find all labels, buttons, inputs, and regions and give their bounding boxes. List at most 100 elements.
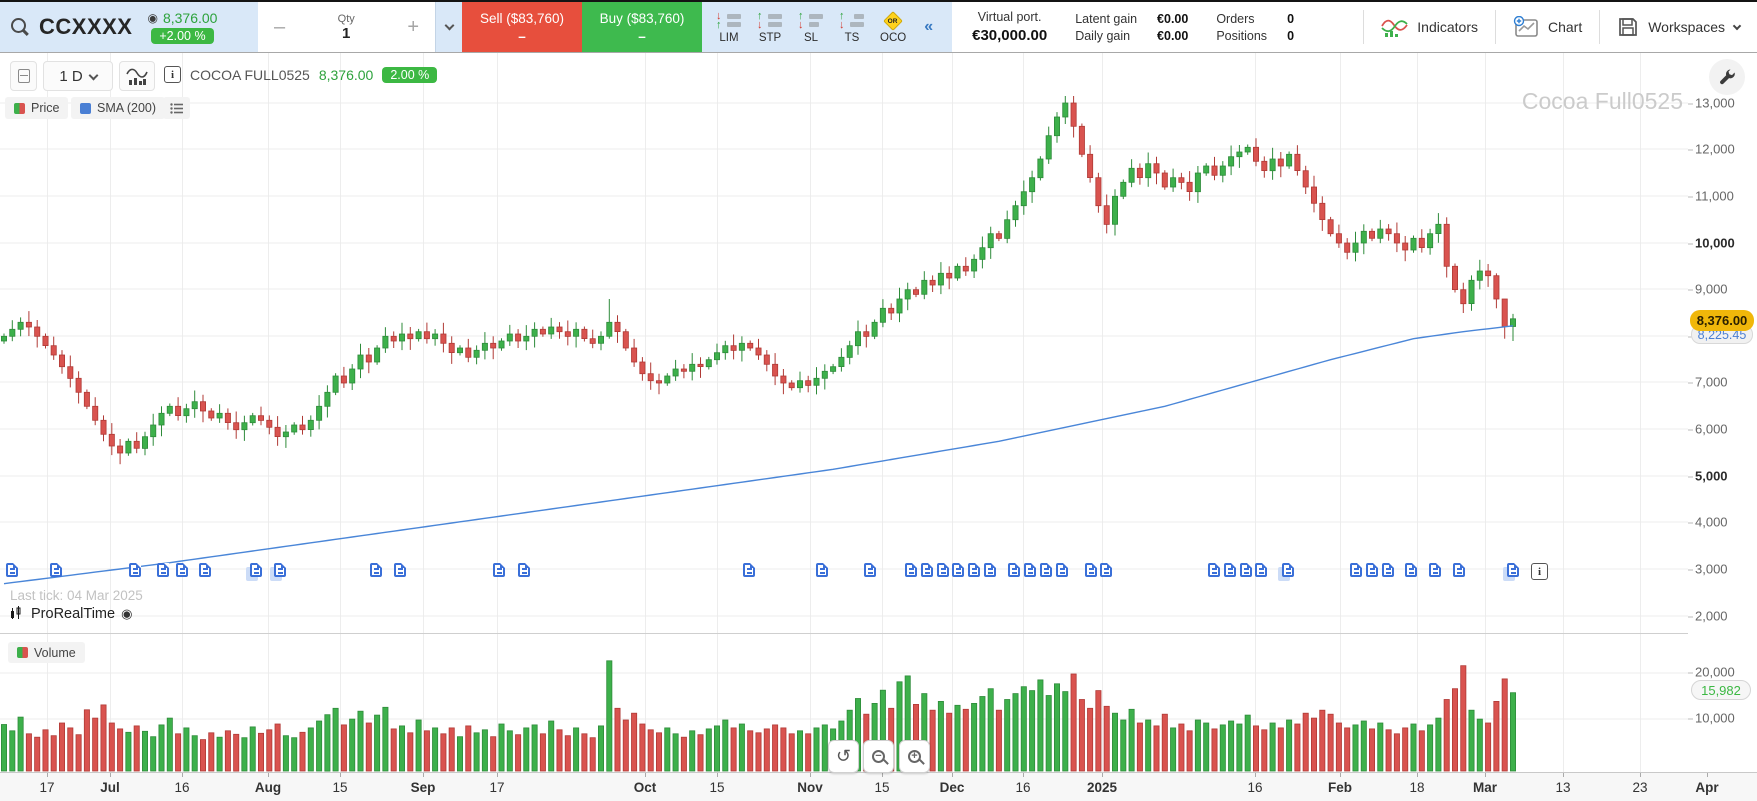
collapse-panel-icon[interactable]: « [924, 18, 934, 35]
news-icon[interactable] [1085, 563, 1097, 577]
x-axis-label: 18 [1409, 780, 1425, 795]
symbol-change-badge: +2.00 % [151, 28, 214, 44]
price-axis-label: 2,000 [1688, 608, 1728, 624]
news-info-icon[interactable]: i [1531, 563, 1548, 580]
price-axis-label: 10,000 [1688, 235, 1735, 251]
quantity-stepper: – Qty 1 + [258, 2, 435, 52]
chart-settings-button[interactable] [1709, 59, 1745, 95]
news-icon[interactable] [50, 563, 62, 577]
x-axis-label: Mar [1472, 780, 1498, 795]
price-axis-label: 7,000 [1688, 374, 1728, 390]
news-icon[interactable] [1405, 563, 1417, 577]
time-axis[interactable]: 17 Jul 16 Aug 15 Sep 17 Oct 15 Nov 15 Dec 16 2025 16 Fe… [0, 772, 1757, 801]
news-icon[interactable] [1040, 563, 1052, 577]
order-type-ts[interactable]: ↑ ↓ TS [839, 10, 865, 44]
news-icon[interactable] [905, 563, 917, 577]
sma-line [3, 325, 1514, 585]
news-icon[interactable] [157, 563, 169, 577]
x-axis-label: 16 [1015, 780, 1031, 795]
news-icon[interactable] [743, 563, 755, 577]
news-icon[interactable] [176, 563, 188, 577]
chart-type-button[interactable] [119, 61, 155, 91]
symbol-name[interactable]: CCXXXX [39, 14, 133, 39]
news-icon[interactable] [1453, 563, 1465, 577]
instrument-price: 8,376.00 [318, 66, 374, 83]
prorealtime-logo [11, 606, 21, 619]
qty-minus-button[interactable]: – [274, 15, 286, 38]
order-type-lim[interactable]: ↓ ↑ LIM [716, 10, 742, 44]
news-icon[interactable] [1224, 563, 1236, 577]
news-icon[interactable] [1100, 563, 1112, 577]
news-icon[interactable] [968, 563, 980, 577]
price-axis-label: 13,000 [1688, 95, 1735, 111]
news-icon[interactable] [1350, 563, 1362, 577]
news-icon[interactable] [921, 563, 933, 577]
volume-axis[interactable]: 20,000 10,000 [1688, 633, 1757, 772]
zoom-in-button[interactable]: + [899, 740, 930, 773]
volume-axis-label: 20,000 [1688, 664, 1735, 680]
reset-zoom-button[interactable]: ↺ [828, 740, 859, 773]
qty-plus-button[interactable]: + [407, 15, 419, 38]
positions-count: 0 [1287, 28, 1295, 43]
news-icon[interactable] [1056, 563, 1068, 577]
chart-icon [1513, 16, 1538, 37]
x-axis-label: 16 [1247, 780, 1263, 795]
daily-gain-label: Daily gain [1075, 28, 1131, 43]
news-icon[interactable] [864, 563, 876, 577]
news-icon[interactable] [1382, 563, 1394, 577]
news-icon[interactable] [1507, 563, 1519, 577]
news-icon[interactable] [1282, 563, 1294, 577]
news-icon[interactable] [6, 563, 18, 577]
screen-layout-button[interactable] [10, 61, 37, 91]
legend-list-button[interactable] [163, 97, 190, 119]
price-axis-label: 12,000 [1688, 141, 1735, 157]
news-icon[interactable] [1240, 563, 1252, 577]
legend-volume-chip[interactable]: Volume [8, 642, 85, 663]
news-icon[interactable] [370, 563, 382, 577]
news-icon[interactable] [1429, 563, 1441, 577]
news-icon[interactable] [518, 563, 530, 577]
info-icon[interactable]: i [164, 66, 181, 83]
qty-value[interactable]: 1 [342, 24, 351, 42]
instrument-search-block[interactable]: CCXXXX ◉ 8,376.00 +2.00 % [0, 2, 258, 52]
news-icon[interactable] [816, 563, 828, 577]
news-icon[interactable] [1024, 563, 1036, 577]
order-type-stp[interactable]: ↑ ↓ STP [757, 9, 782, 44]
news-icon[interactable] [937, 563, 949, 577]
news-icon[interactable] [1008, 563, 1020, 577]
volume-pane [0, 633, 1757, 772]
news-icon[interactable] [274, 563, 286, 577]
price-axis-label: 6,000 [1688, 421, 1728, 437]
oco-icon: OR [883, 10, 904, 31]
news-icon[interactable] [199, 563, 211, 577]
news-icon[interactable] [984, 563, 996, 577]
workspaces-button[interactable]: Workspaces [1600, 2, 1757, 52]
news-icon[interactable] [1208, 563, 1220, 577]
order-type-sl[interactable]: ↑ ↓ SL [798, 10, 824, 44]
x-axis-label: 17 [39, 780, 55, 795]
news-icon[interactable] [1255, 563, 1267, 577]
zoom-out-icon: − [872, 750, 885, 763]
news-icon[interactable] [1366, 563, 1378, 577]
buy-button[interactable]: Buy ($83,760) – [582, 2, 702, 52]
news-icon[interactable] [394, 563, 406, 577]
order-options-dropdown[interactable] [435, 2, 462, 52]
news-icon[interactable] [250, 563, 262, 577]
order-type-oco[interactable]: OR OCO [880, 10, 906, 44]
zoom-out-button[interactable]: − [863, 740, 894, 773]
timeframe-dropdown[interactable]: 1 D [43, 61, 113, 91]
news-icon[interactable] [493, 563, 505, 577]
legend-sma-chip[interactable]: SMA (200) [71, 97, 166, 119]
sell-button[interactable]: Sell ($83,760) – [462, 2, 582, 52]
indicators-button[interactable]: Indicators [1364, 2, 1495, 52]
screen-layout-icon [17, 69, 30, 83]
legend-price-chip[interactable]: Price [5, 97, 69, 119]
news-icon[interactable] [952, 563, 964, 577]
news-icon[interactable] [129, 563, 141, 577]
search-icon[interactable] [10, 17, 30, 37]
symbol-price: ◉ 8,376.00 [147, 10, 218, 26]
chart-watermark: Cocoa Full0525 [1521, 88, 1683, 114]
chart-button[interactable]: Chart [1496, 2, 1599, 52]
price-chart [0, 96, 1688, 617]
volume-axis-label: 10,000 [1688, 710, 1735, 726]
